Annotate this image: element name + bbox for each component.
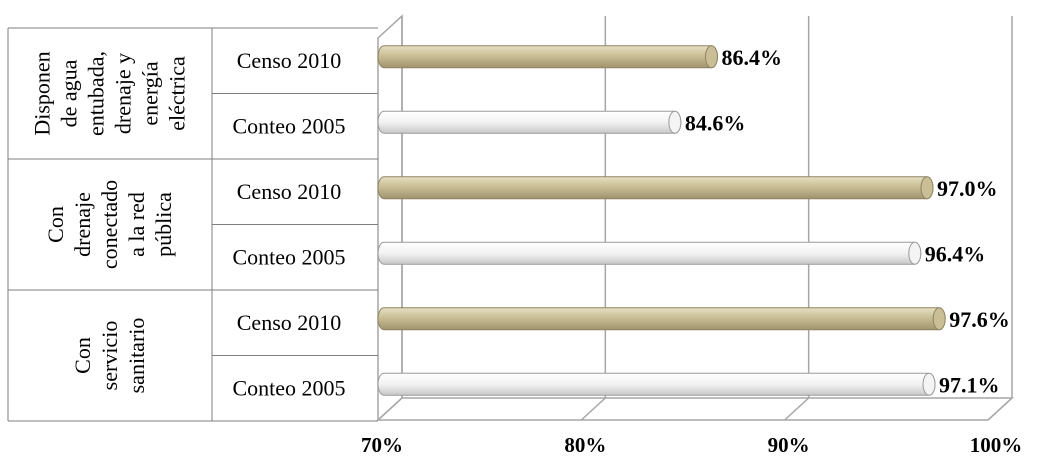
floor-gridline [784,397,810,421]
bar-conteo [377,110,682,134]
group-label-line: sanitario [124,318,149,394]
bar-series: 86.4% 84.6% 97.0% 96.4% 97.6% 97.1% [377,45,1010,397]
x-tick-label: 70% [361,433,403,457]
bar-conteo [377,372,936,396]
group-label-line: entubada, [84,51,109,136]
group-label-line: eléctrica [165,56,190,131]
group-label: Con drenaje conectado a la red pública [43,180,176,269]
category-label: Conteo 2005 [232,375,345,400]
bar-censo [377,176,934,200]
group-label-line: servicio [97,321,122,391]
group-label-line: Con [43,206,68,243]
x-axis-ticks: 70% 80% 90% 100% [361,433,1022,457]
category-label: Censo 2010 [237,310,342,335]
chart-left-wall [377,14,403,420]
category-label: Conteo 2005 [232,244,345,269]
data-label: 97.0% [937,176,998,201]
bar-cap [920,176,934,200]
group-label-line: Disponen [30,51,55,135]
bar-cap [922,372,936,396]
data-label: 84.6% [685,110,746,135]
x-tick-label: 100% [970,433,1023,457]
category-label: Censo 2010 [237,48,342,73]
group-label-line: pública [151,192,176,257]
data-label: 96.4% [925,241,986,266]
group-label-line: a la red [124,192,149,257]
chart-floor [376,397,1014,421]
category-label: Censo 2010 [237,179,342,204]
bar-censo [377,45,718,69]
bar-cap [668,110,682,134]
data-label: 97.6% [949,307,1010,332]
group-label-line: de agua [57,59,82,127]
chart-walls [376,14,1014,421]
data-label: 86.4% [721,45,782,70]
floor-gridline [987,397,1013,421]
group-label-line: drenaje y [111,53,136,134]
group-label-line: energía [138,61,163,126]
group-label-line: conectado [97,180,122,269]
group-label: Con servicio sanitario [70,318,149,394]
bar-cap [704,45,718,69]
group-label-line: Con [70,337,95,374]
data-label: 97.1% [939,372,1000,397]
bar-conteo [377,241,922,265]
bar-censo [377,307,946,331]
x-tick-label: 90% [768,433,810,457]
floor-gridline [377,397,403,421]
bar-cap [932,307,946,331]
category-label: Conteo 2005 [232,113,345,138]
group-label-line: drenaje [70,192,95,257]
group-label: Disponen de agua entubada, drenaje y energía… [30,51,190,136]
floor-gridline [580,397,606,421]
x-tick-label: 80% [564,433,606,457]
bar-cap [908,241,922,265]
category-table: Disponen de agua entubada, drenaje y energía… [7,27,378,422]
